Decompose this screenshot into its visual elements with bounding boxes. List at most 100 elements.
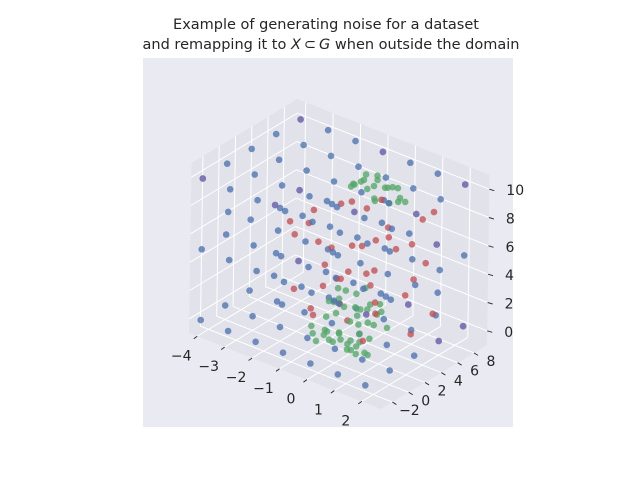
- tick-marks: [193, 188, 495, 406]
- x-tick-label: −2: [226, 370, 247, 386]
- data-point-series-0: [410, 185, 417, 192]
- data-point-series-0: [298, 283, 305, 291]
- z-tick-mark: [488, 217, 495, 220]
- data-point-series-1: [422, 259, 430, 267]
- data-point-series-0: [328, 319, 336, 327]
- data-point-series-0: [278, 301, 286, 308]
- data-point-series-2: [322, 313, 330, 320]
- data-point-series-2: [337, 336, 344, 343]
- data-point-series-0: [301, 309, 308, 316]
- data-point-series-0: [352, 137, 359, 145]
- data-point-series-1: [385, 234, 393, 241]
- data-point-series-2: [357, 178, 365, 185]
- data-point-series-2: [332, 309, 340, 317]
- subtitle-subset-symbol: ⊂: [304, 37, 316, 53]
- data-point-series-1: [348, 198, 356, 205]
- grid-line-z-right: [295, 254, 488, 332]
- data-point-series-2: [342, 287, 350, 294]
- data-point-series-2: [366, 335, 373, 343]
- data-point-series-0: [251, 171, 258, 178]
- data-point-series-0: [323, 197, 331, 205]
- data-point-series-1: [307, 305, 315, 312]
- z-tick-label: 10: [506, 183, 524, 199]
- grid-line-y-wall: [281, 106, 285, 277]
- grid-line-z-left: [190, 141, 298, 206]
- y-tick-mark: [392, 401, 397, 406]
- data-point-series-3: [271, 201, 279, 209]
- data-point-series-0: [302, 238, 309, 245]
- y-tick-label: 0: [421, 393, 430, 409]
- data-point-series-0: [384, 270, 392, 278]
- data-point-series-1: [367, 282, 374, 289]
- subtitle-prefix: and remapping it to: [143, 37, 291, 53]
- data-point-series-2: [308, 322, 315, 330]
- data-point-series-2: [357, 306, 364, 313]
- data-point-series-3: [405, 301, 412, 308]
- data-point-series-0: [328, 200, 336, 208]
- data-point-series-0: [308, 289, 315, 297]
- y-tick-label: 8: [487, 354, 496, 370]
- data-point-series-0: [388, 225, 396, 233]
- data-point-series-2: [353, 312, 361, 320]
- data-point-series-1: [429, 310, 437, 318]
- data-point-series-0: [336, 229, 344, 236]
- data-point-series-0: [324, 126, 332, 134]
- data-point-series-0: [252, 338, 259, 346]
- data-point-series-0: [198, 246, 205, 253]
- x-tick-label: 1: [314, 403, 323, 419]
- chart-title: Example of generating noise for a datase…: [173, 17, 479, 33]
- data-point-series-2: [401, 198, 409, 206]
- data-point-series-3: [199, 175, 207, 182]
- scatter-points: [197, 116, 469, 389]
- data-point-series-1: [410, 276, 417, 283]
- grid-line-x-floor: [361, 336, 469, 402]
- data-point-series-0: [330, 178, 338, 185]
- data-point-series-2: [353, 290, 360, 298]
- data-point-series-0: [300, 141, 307, 149]
- data-point-series-0: [355, 163, 362, 170]
- data-point-series-2: [394, 184, 402, 192]
- data-point-series-0: [304, 334, 311, 342]
- data-point-series-3: [435, 337, 443, 345]
- data-point-series-1: [345, 268, 352, 276]
- data-point-series-1: [290, 285, 298, 293]
- data-point-series-2: [364, 185, 371, 193]
- y-tick-label: 2: [438, 383, 447, 399]
- data-point-series-1: [401, 292, 409, 299]
- data-point-series-0: [272, 130, 280, 138]
- data-point-series-0: [270, 272, 278, 280]
- x-tick-mark: [248, 357, 253, 361]
- data-point-series-1: [348, 242, 356, 249]
- data-point-series-2: [378, 308, 385, 316]
- data-point-series-0: [386, 248, 394, 255]
- data-point-series-2: [335, 330, 343, 337]
- data-point-series-0: [331, 345, 339, 353]
- data-point-series-3: [433, 241, 441, 248]
- x-tick-mark: [330, 390, 335, 394]
- data-point-series-0: [406, 230, 413, 237]
- data-point-series-2: [370, 321, 378, 329]
- data-point-series-0: [387, 296, 395, 304]
- data-point-series-0: [246, 287, 253, 294]
- data-point-series-2: [355, 321, 362, 328]
- data-point-series-0: [305, 263, 312, 271]
- data-point-series-0: [411, 281, 419, 289]
- data-point-series-0: [437, 196, 445, 203]
- z-tick-label: 0: [504, 325, 513, 341]
- data-point-series-0: [334, 371, 342, 378]
- data-point-series-3: [295, 257, 302, 265]
- z-tick-label: 8: [506, 212, 515, 228]
- y-tick-label: −2: [399, 403, 420, 419]
- data-point-series-3: [363, 311, 370, 318]
- data-point-series-2: [335, 295, 343, 303]
- data-point-series-2: [389, 183, 396, 191]
- data-point-series-0: [381, 245, 389, 252]
- data-point-series-2: [370, 182, 378, 190]
- data-point-series-0: [434, 289, 442, 297]
- data-point-series-0: [222, 231, 230, 238]
- data-point-series-2: [334, 284, 342, 292]
- data-point-series-1: [371, 299, 379, 306]
- data-point-series-1: [378, 196, 385, 204]
- data-point-series-0: [436, 266, 444, 274]
